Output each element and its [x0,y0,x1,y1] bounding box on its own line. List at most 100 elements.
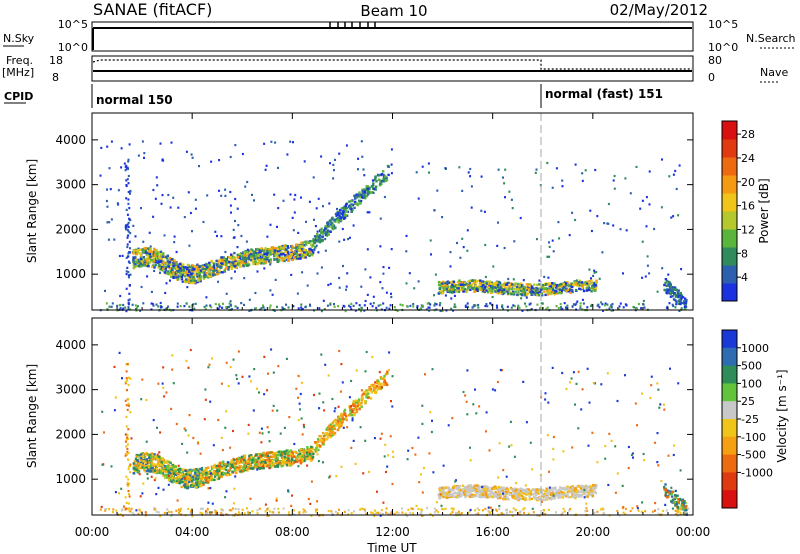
echo-point [217,462,221,466]
echo-point [310,445,313,449]
echo-point [465,290,468,294]
echo-point [368,186,371,189]
echo-point [249,467,253,470]
echo-point [379,179,382,182]
echo-point [322,440,325,444]
echo-point [456,290,459,293]
echo-point [338,425,341,429]
echo-point [159,306,162,309]
echo-point [144,453,147,456]
echo-point [148,257,151,261]
echo-point [275,465,278,468]
echo-point [437,283,441,287]
echo-point [127,190,130,194]
echo-point [348,236,351,239]
echo-point [212,465,215,468]
echo-point [135,308,137,311]
echo-point [140,259,143,262]
echo-point [152,455,155,459]
echo-point [454,305,457,308]
echo-point [290,273,293,276]
echo-point [143,456,147,459]
echo-point [150,452,153,455]
echo-point [140,207,142,210]
echo-point [314,449,317,452]
echo-point [266,251,269,254]
echo-point [350,208,353,211]
echo-point [218,269,221,273]
echo-point [338,209,342,212]
echo-point [665,291,668,294]
echo-point [156,469,159,472]
echo-point [263,142,266,145]
echo-point [562,288,565,291]
echo-point [445,496,448,499]
echo-point [463,491,466,494]
echo-point [360,401,363,405]
echo-point [350,199,353,203]
echo-point [520,289,523,292]
echo-point [234,260,237,263]
echo-point [127,306,130,309]
echo-point [318,238,321,242]
echo-point [134,251,138,254]
echo-point [637,302,640,306]
echo-point [282,246,285,250]
echo-point [246,252,249,255]
echo-point [252,262,255,266]
echo-point [342,214,345,217]
echo-point [498,288,501,291]
echo-point [343,210,346,213]
echo-point [230,253,233,256]
echo-point [548,255,551,258]
echo-point [218,189,220,192]
echo-point [201,473,205,476]
echo-point [428,171,430,174]
echo-point [337,217,340,220]
echo-point [193,265,197,269]
echo-point [145,451,148,455]
echo-point [261,256,264,259]
nsky-tick-bottom: 10^0 [58,41,88,54]
echo-point [309,455,312,458]
echo-point [437,292,441,295]
echo-point [240,252,243,255]
echo-point [371,305,374,308]
echo-point [289,453,293,456]
echo-point [127,174,130,178]
echo-point [370,384,373,387]
echo-point [190,474,193,478]
echo-point [385,306,388,309]
nsky-panel: N.Sky 10^5 10^0 10^5 10^0 N.Search [3,18,796,54]
echo-point [141,466,144,469]
echo-point [345,210,349,213]
echo-point [287,250,290,253]
echo-point [532,287,535,290]
echo-point [187,472,190,475]
echo-point [329,430,333,434]
echo-point [485,289,488,292]
echo-point [513,487,517,490]
echo-point [185,486,189,489]
echo-point [521,491,524,494]
echo-point [520,297,523,300]
echo-point [340,423,343,427]
echo-point [379,182,382,185]
echo-point [138,260,141,264]
echo-point [456,485,459,488]
echo-point [289,140,292,143]
echo-point [318,236,321,239]
echo-point [203,271,207,274]
colorbar-swatch [722,121,737,140]
echo-point [155,176,158,179]
echo-point [185,302,188,305]
echo-point [308,247,311,251]
echo-point [618,305,621,308]
nave-tick-bottom: 0 [708,71,715,84]
echo-point [305,220,307,223]
echo-point [194,207,197,210]
echo-point [562,282,565,286]
echo-point [125,287,128,290]
echo-point [282,457,285,461]
echo-point [383,383,386,386]
